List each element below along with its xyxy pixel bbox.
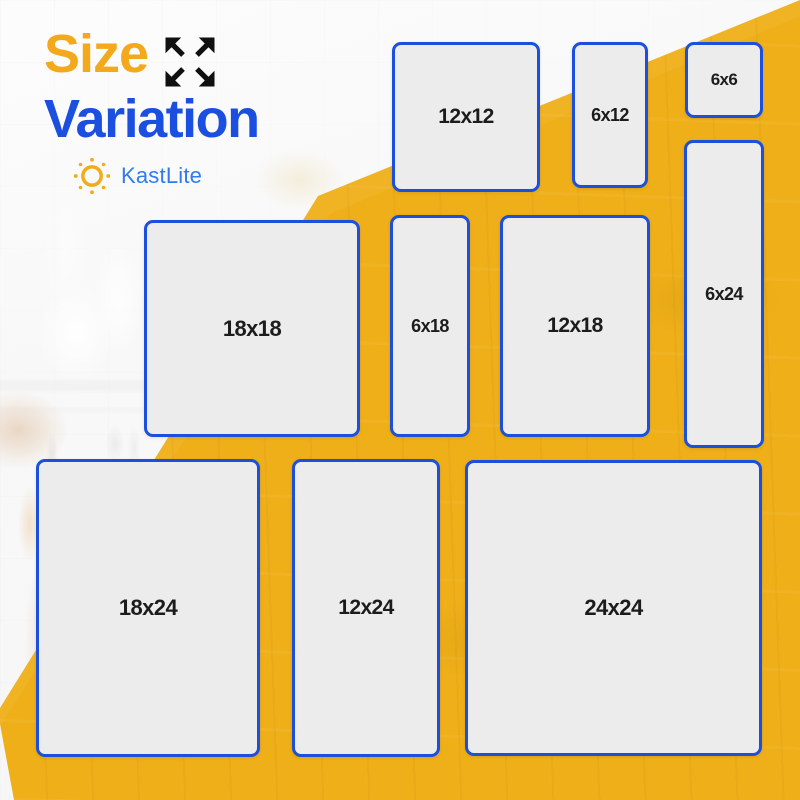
size-tile[interactable]: 18x24 <box>36 459 260 757</box>
brand-lockup: KastLite <box>72 156 374 196</box>
brand-name: KastLite <box>121 163 203 188</box>
size-tile-label: 12x24 <box>338 596 394 619</box>
size-tile[interactable]: 12x18 <box>500 215 650 437</box>
size-tile[interactable]: 24x24 <box>465 460 762 756</box>
size-tile-label: 24x24 <box>584 595 643 620</box>
page-title-line-1: Size <box>44 24 149 84</box>
size-tile-label: 6x18 <box>411 315 449 336</box>
headline-block: Size <box>44 24 374 196</box>
size-tile-label: 18x18 <box>222 315 282 341</box>
size-tile[interactable]: 12x12 <box>392 42 540 192</box>
size-tile-label: 12x12 <box>438 105 494 128</box>
size-tile-label: 6x6 <box>710 70 738 89</box>
size-tile-label: 6x12 <box>591 104 629 125</box>
sun-icon <box>72 156 112 196</box>
title-row: Size <box>44 24 374 90</box>
size-tile[interactable]: 18x18 <box>144 220 360 437</box>
size-tile-label: 12x18 <box>547 314 603 337</box>
size-tile[interactable]: 12x24 <box>292 459 440 757</box>
size-tile-label: 6x24 <box>705 283 743 304</box>
size-tile-label: 18x24 <box>118 595 178 620</box>
page-title-line-2: Variation <box>44 89 260 149</box>
size-tile[interactable]: 6x6 <box>685 42 763 118</box>
size-tile[interactable]: 6x24 <box>684 140 764 448</box>
size-tile[interactable]: 6x12 <box>572 42 648 188</box>
title-text-group: Size <box>44 24 149 84</box>
expand-arrows-icon <box>162 34 218 90</box>
size-tile[interactable]: 6x18 <box>390 215 470 437</box>
